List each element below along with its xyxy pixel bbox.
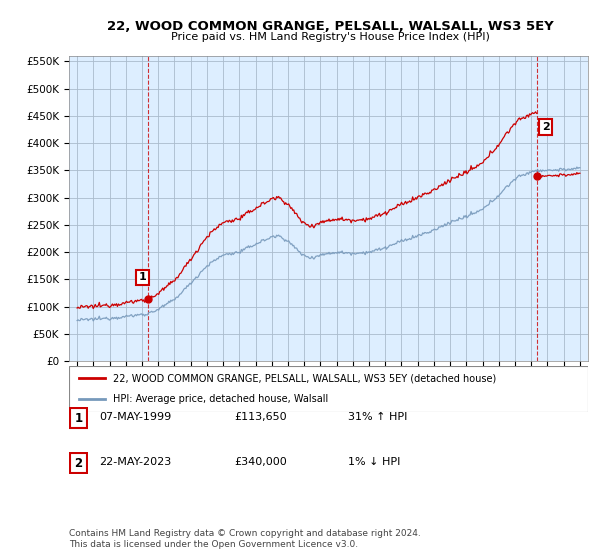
Text: 22, WOOD COMMON GRANGE, PELSALL, WALSALL, WS3 5EY: 22, WOOD COMMON GRANGE, PELSALL, WALSALL… <box>107 20 553 32</box>
Text: Contains HM Land Registry data © Crown copyright and database right 2024.
This d: Contains HM Land Registry data © Crown c… <box>69 529 421 549</box>
Text: £113,650: £113,650 <box>234 412 287 422</box>
Text: 1: 1 <box>74 412 83 425</box>
Text: 31% ↑ HPI: 31% ↑ HPI <box>348 412 407 422</box>
Text: 1: 1 <box>139 273 146 282</box>
Text: 07-MAY-1999: 07-MAY-1999 <box>99 412 171 422</box>
Text: 22, WOOD COMMON GRANGE, PELSALL, WALSALL, WS3 5EY (detached house): 22, WOOD COMMON GRANGE, PELSALL, WALSALL… <box>113 373 496 383</box>
Text: HPI: Average price, detached house, Walsall: HPI: Average price, detached house, Wals… <box>113 394 328 404</box>
Text: 2: 2 <box>542 122 550 132</box>
Text: 22-MAY-2023: 22-MAY-2023 <box>99 457 171 467</box>
Text: 2: 2 <box>74 456 83 470</box>
Text: 1% ↓ HPI: 1% ↓ HPI <box>348 457 400 467</box>
Text: Price paid vs. HM Land Registry's House Price Index (HPI): Price paid vs. HM Land Registry's House … <box>170 32 490 43</box>
Text: £340,000: £340,000 <box>234 457 287 467</box>
